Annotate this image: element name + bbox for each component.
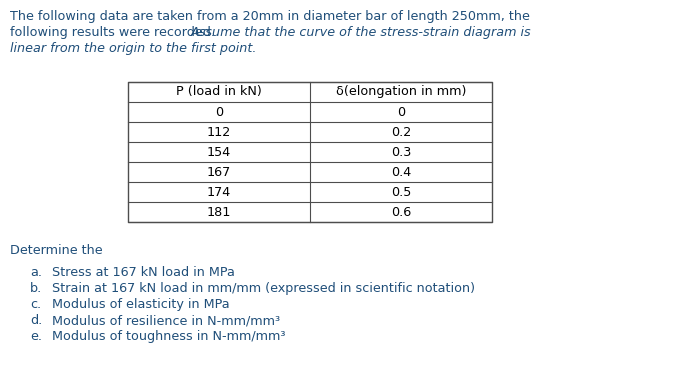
Text: 167: 167	[207, 166, 231, 178]
Text: δ(elongation in mm): δ(elongation in mm)	[336, 86, 466, 98]
Text: 0.6: 0.6	[391, 205, 411, 218]
Text: P (load in kN): P (load in kN)	[176, 86, 262, 98]
Bar	[128, 82, 492, 222]
Text: Modulus of resilience in N-mm/mm³: Modulus of resilience in N-mm/mm³	[52, 314, 280, 327]
Text: 0: 0	[215, 105, 223, 119]
Text: Stress at 167 kN load in MPa: Stress at 167 kN load in MPa	[52, 266, 235, 279]
Text: d.: d.	[30, 314, 42, 327]
Text: a.: a.	[30, 266, 42, 279]
Text: The following data are taken from a 20mm in diameter bar of length 250mm, the: The following data are taken from a 20mm…	[10, 10, 530, 23]
Text: 0.5: 0.5	[391, 186, 411, 198]
Text: c.: c.	[30, 298, 41, 311]
Text: 0: 0	[397, 105, 405, 119]
Text: b.: b.	[30, 282, 42, 295]
Text: 154: 154	[207, 146, 231, 159]
Text: linear from the origin to the first point.: linear from the origin to the first poin…	[10, 42, 256, 55]
Text: following results were recorded.: following results were recorded.	[10, 26, 223, 39]
Text: 181: 181	[207, 205, 231, 218]
Text: Assume that the curve of the stress-strain diagram is: Assume that the curve of the stress-stra…	[191, 26, 532, 39]
Text: 112: 112	[207, 125, 231, 139]
Text: 0.2: 0.2	[391, 125, 411, 139]
Text: 174: 174	[207, 186, 231, 198]
Text: Determine the: Determine the	[10, 244, 102, 257]
Text: Modulus of toughness in N-mm/mm³: Modulus of toughness in N-mm/mm³	[52, 330, 286, 343]
Text: Strain at 167 kN load in mm/mm (expressed in scientific notation): Strain at 167 kN load in mm/mm (expresse…	[52, 282, 475, 295]
Text: 0.3: 0.3	[391, 146, 411, 159]
Text: Modulus of elasticity in MPa: Modulus of elasticity in MPa	[52, 298, 230, 311]
Text: e.: e.	[30, 330, 42, 343]
Text: 0.4: 0.4	[391, 166, 411, 178]
